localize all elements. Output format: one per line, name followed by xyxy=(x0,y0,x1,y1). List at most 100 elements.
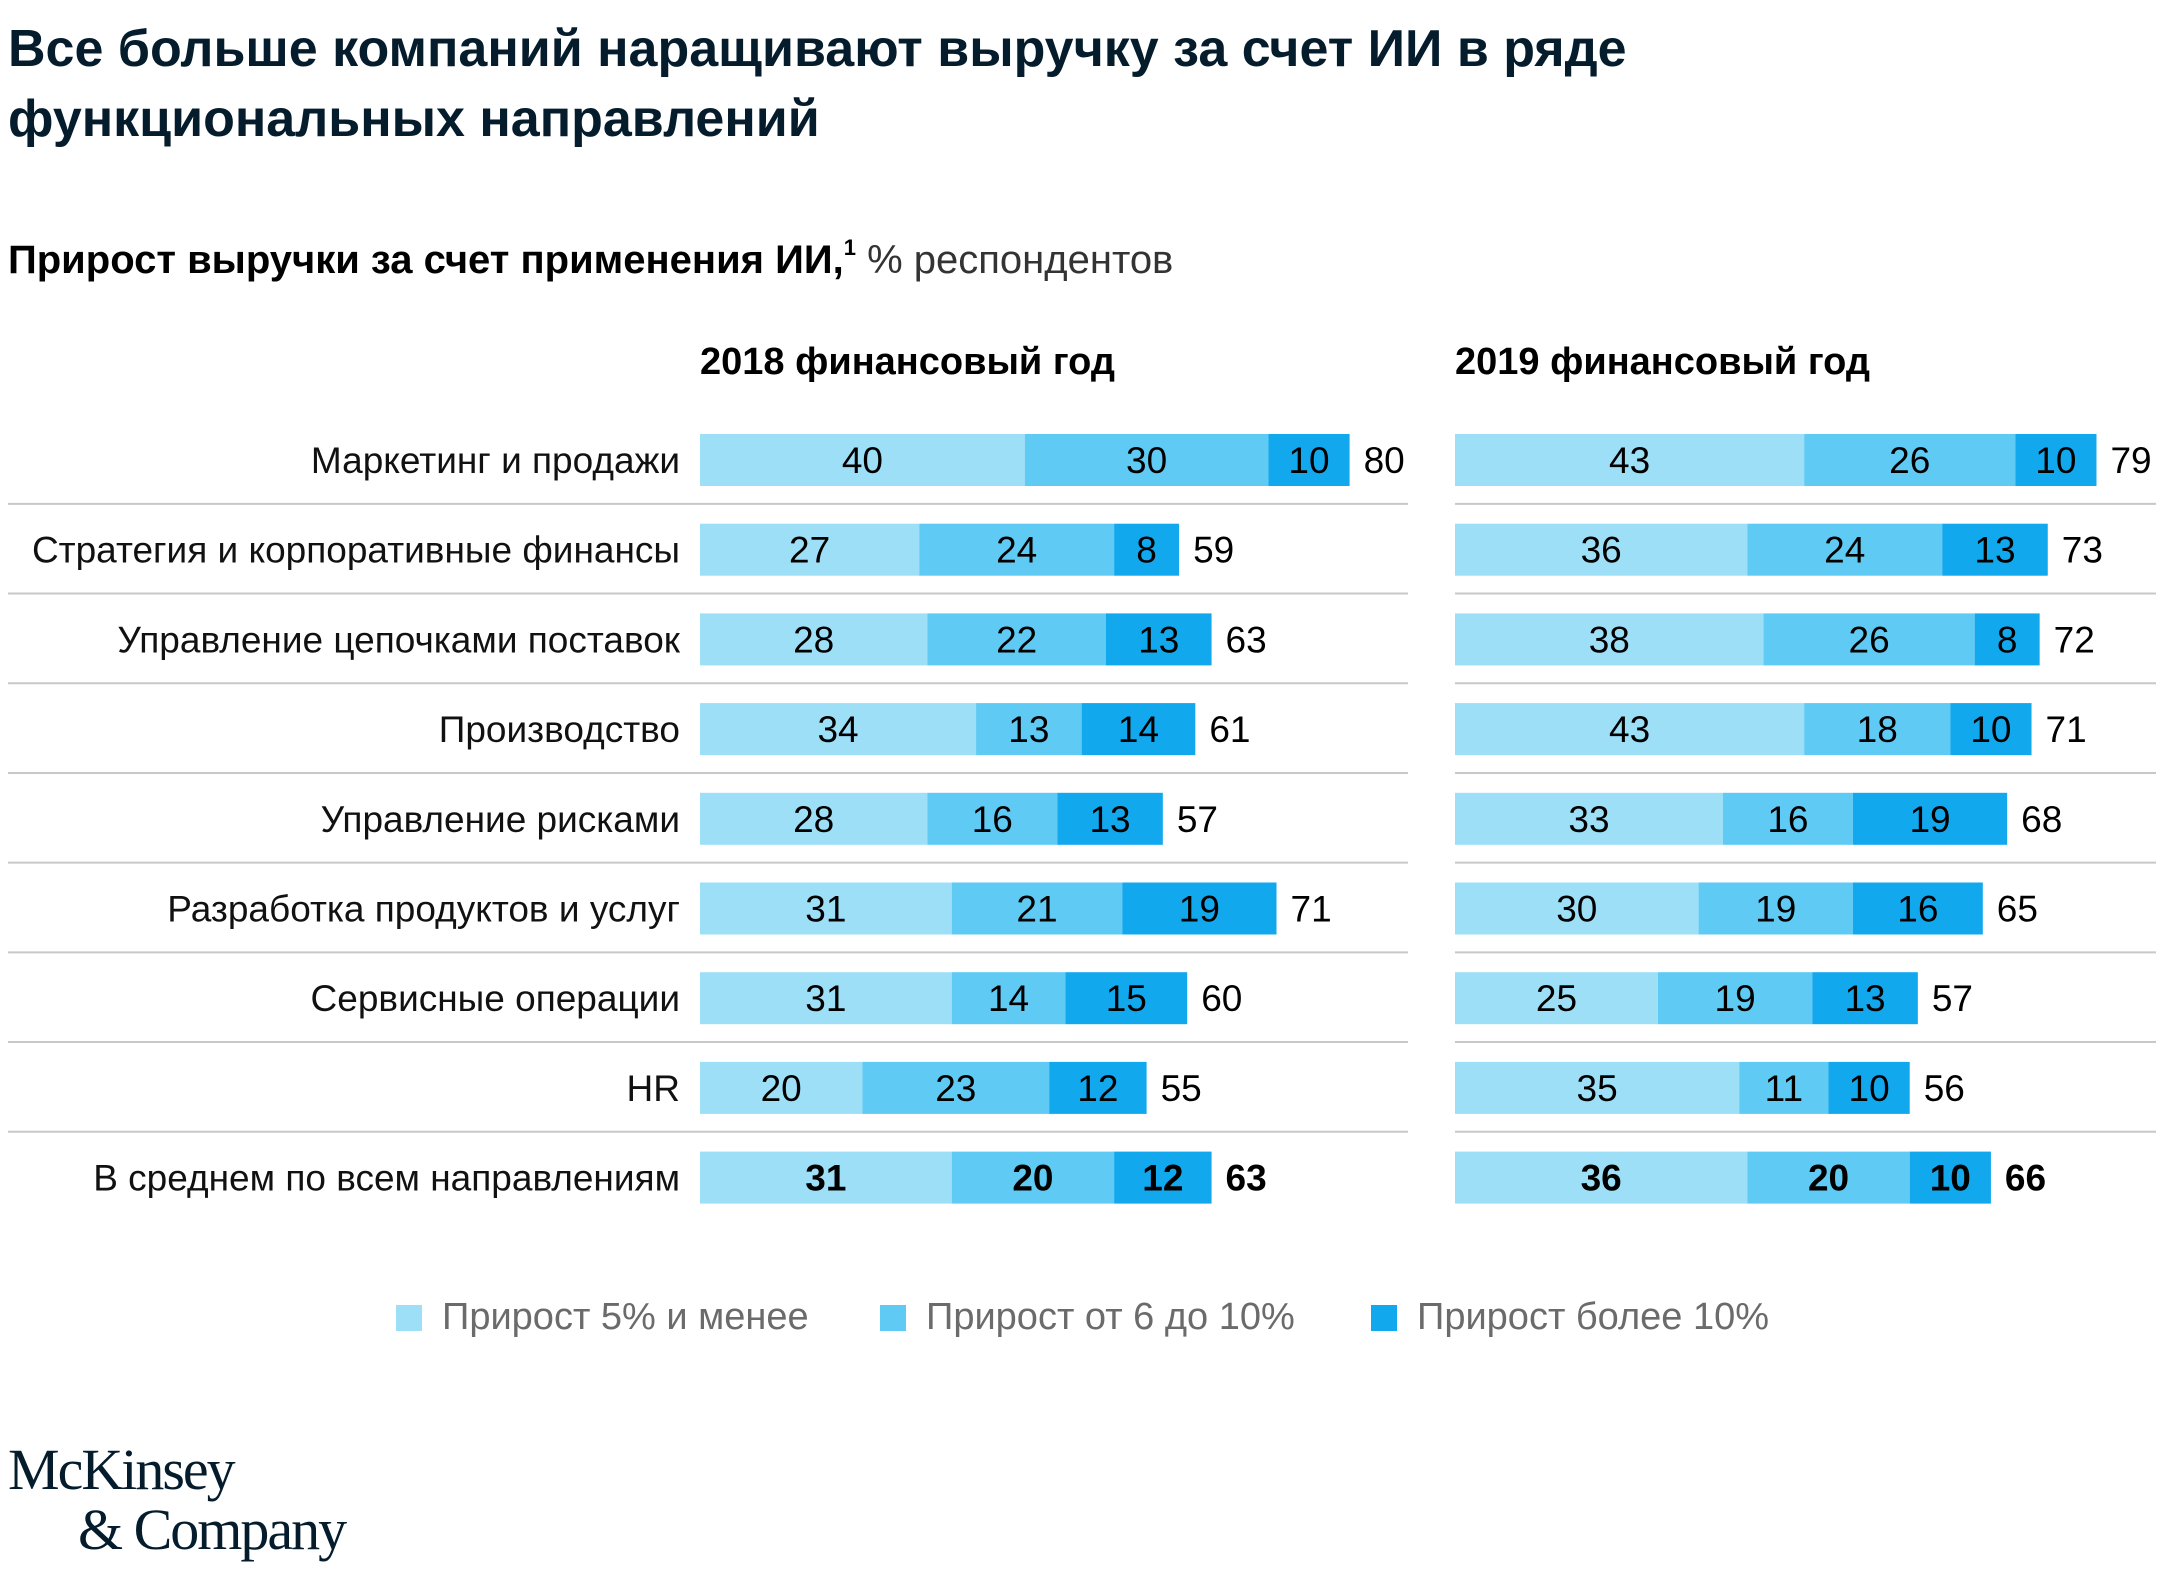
mckinsey-logo: McKinsey & Company xyxy=(8,1437,347,1562)
bar-segment xyxy=(919,523,1115,576)
bar-segment xyxy=(1747,1151,1910,1204)
bar-segment xyxy=(1909,1151,1991,1204)
bar-segment xyxy=(1747,523,1943,576)
segment-value-label: 25 xyxy=(1536,978,1577,1019)
stacked-bar-chart: 2018 финансовый год 2019 финансовый год Ма… xyxy=(8,341,2156,1204)
segment-value-label: 13 xyxy=(1138,619,1179,660)
segment-value-label: 16 xyxy=(972,799,1013,840)
bar-segment xyxy=(1852,882,1983,935)
segment-value-label: 10 xyxy=(1849,1068,1890,1109)
category-label: В среднем по всем направлениям xyxy=(93,1158,680,1199)
segment-value-label: 19 xyxy=(1909,799,1950,840)
segment-value-label: 14 xyxy=(1118,709,1159,750)
category-label: Производство xyxy=(439,709,680,750)
bar-segment xyxy=(1950,703,2032,756)
bar-segment xyxy=(700,613,928,666)
bar-segment xyxy=(1828,1061,1910,1114)
bar-segment xyxy=(2015,434,2097,486)
bar-segment xyxy=(951,972,1066,1025)
segment-value-label: 8 xyxy=(1136,530,1157,571)
bar-segment xyxy=(700,882,952,935)
segment-value-label: 31 xyxy=(805,978,846,1019)
total-value-label: 60 xyxy=(1201,978,1242,1019)
bar-segment xyxy=(1455,792,1723,845)
segment-value-label: 13 xyxy=(1844,978,1885,1019)
legend-label-high: Прирост более 10% xyxy=(1417,1296,1770,1338)
total-value-label: 55 xyxy=(1161,1068,1202,1109)
panel-title-2: 2019 финансовый год xyxy=(1455,341,1870,383)
bar-segment xyxy=(1114,523,1180,576)
total-value-label: 63 xyxy=(1226,619,1267,660)
segment-value-label: 15 xyxy=(1106,978,1147,1019)
segment-value-label: 30 xyxy=(1126,440,1167,481)
total-value-label: 66 xyxy=(2005,1158,2046,1199)
segment-value-label: 40 xyxy=(842,440,883,481)
segment-value-label: 31 xyxy=(805,1158,846,1199)
total-value-label: 79 xyxy=(2110,440,2151,481)
segment-value-label: 35 xyxy=(1577,1068,1618,1109)
logo-line-1: McKinsey xyxy=(8,1437,236,1502)
segment-value-label: 19 xyxy=(1715,978,1756,1019)
segment-value-label: 13 xyxy=(1089,799,1130,840)
total-value-label: 80 xyxy=(1364,440,1405,481)
bar-segment xyxy=(1455,972,1658,1025)
subtitle-main: Прирост выручки за счет применения ИИ, xyxy=(8,238,844,282)
segment-value-label: 43 xyxy=(1609,709,1650,750)
category-label: Стратегия и корпоративные финансы xyxy=(32,530,680,571)
bar-segment xyxy=(1024,434,1269,486)
bar-segment xyxy=(1057,792,1163,845)
bar-segment xyxy=(951,882,1123,935)
bar-segment xyxy=(1942,523,2048,576)
segment-value-label: 20 xyxy=(761,1068,802,1109)
bar-segment xyxy=(1804,434,2016,486)
segment-value-label: 28 xyxy=(793,619,834,660)
bar-segment xyxy=(1804,703,1951,756)
bar-segment xyxy=(1455,613,1764,666)
bar-segment xyxy=(862,1061,1050,1114)
total-value-label: 56 xyxy=(1924,1068,1965,1109)
bar-segment xyxy=(927,613,1106,666)
legend-swatch-low xyxy=(396,1304,422,1331)
segment-value-label: 20 xyxy=(1012,1158,1053,1199)
bar-segment xyxy=(700,1061,863,1114)
category-label: Разработка продуктов и услуг xyxy=(167,889,680,930)
logo-line-2: & Company xyxy=(78,1497,347,1562)
total-value-label: 63 xyxy=(1226,1158,1267,1199)
bar-segment xyxy=(1455,1151,1748,1204)
legend-label-mid: Прирост от 6 до 10% xyxy=(926,1296,1295,1338)
segment-value-label: 13 xyxy=(1974,530,2015,571)
legend-label-low: Прирост 5% и менее xyxy=(442,1296,809,1338)
total-value-label: 71 xyxy=(2046,709,2087,750)
total-value-label: 59 xyxy=(1193,530,1234,571)
category-label: Маркетинг и продажи xyxy=(311,440,680,481)
chart-title: Все больше компаний наращивают выручку з… xyxy=(8,20,1627,148)
segment-value-label: 23 xyxy=(935,1068,976,1109)
bar-segment xyxy=(1268,434,1350,486)
segment-value-label: 10 xyxy=(1930,1158,1971,1199)
bar-segment xyxy=(1698,882,1853,935)
segment-value-label: 28 xyxy=(793,799,834,840)
segment-value-label: 16 xyxy=(1767,799,1808,840)
legend-item-high: Прирост более 10% xyxy=(1371,1296,1769,1339)
total-value-label: 57 xyxy=(1932,978,1973,1019)
bar-segment xyxy=(700,792,928,845)
bar-segment xyxy=(1812,972,1918,1025)
segment-value-label: 24 xyxy=(1824,530,1865,571)
bar-segment xyxy=(1455,434,1805,486)
category-label: HR xyxy=(627,1068,680,1109)
segment-value-label: 12 xyxy=(1077,1068,1118,1109)
total-value-label: 61 xyxy=(1209,709,1250,750)
chart-subtitle: Прирост выручки за счет применения ИИ,1 … xyxy=(8,232,1173,288)
segment-value-label: 22 xyxy=(996,619,1037,660)
legend-item-mid: Прирост от 6 до 10% xyxy=(880,1296,1295,1339)
legend-item-low: Прирост 5% и менее xyxy=(396,1296,809,1339)
category-label: Сервисные операции xyxy=(311,978,680,1019)
subtitle-unit: % респондентов xyxy=(855,238,1174,282)
segment-value-label: 18 xyxy=(1857,709,1898,750)
segment-value-label: 11 xyxy=(1765,1068,1803,1109)
panel-title-1: 2018 финансовый год xyxy=(700,341,1115,383)
bar-segment xyxy=(1122,882,1277,935)
category-label: Управление цепочками поставок xyxy=(117,619,680,660)
segment-value-label: 10 xyxy=(1970,709,2011,750)
segment-value-label: 10 xyxy=(1288,440,1329,481)
